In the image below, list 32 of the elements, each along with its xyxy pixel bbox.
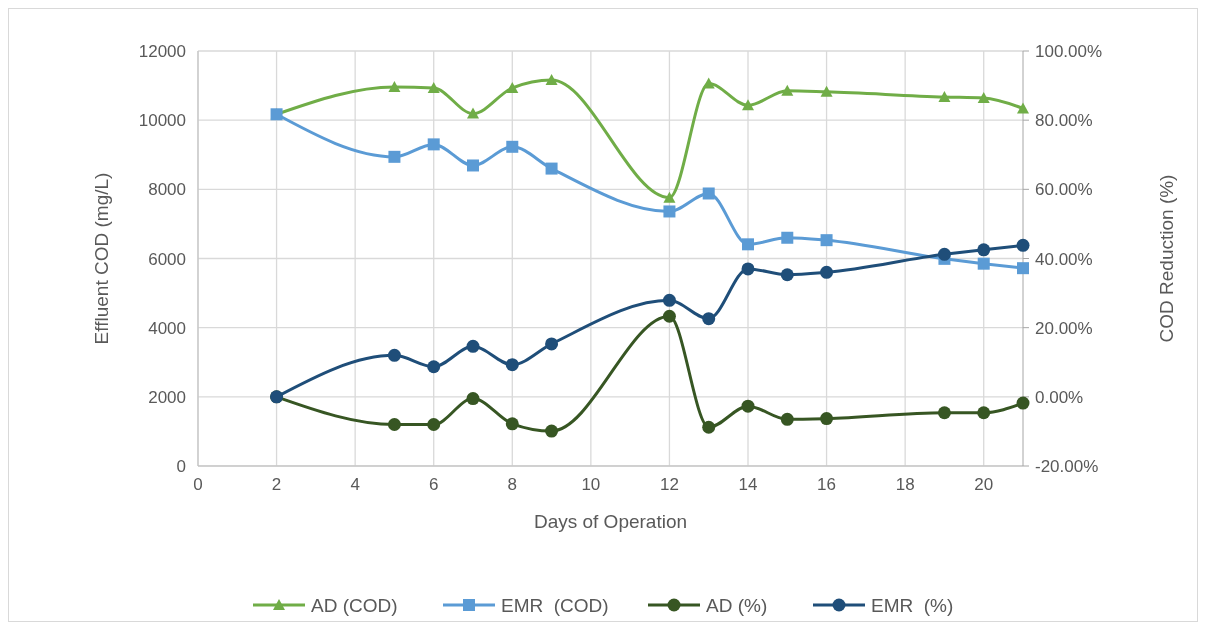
y-tick-label: 0	[176, 457, 186, 476]
x-tick-label: 8	[507, 475, 518, 494]
y2-tick-label: 20.00%	[1035, 318, 1093, 338]
y-tick-label: 2000	[148, 387, 186, 407]
y-tick-label: 4000	[148, 318, 186, 338]
y2-tick-label: 40.00%	[1035, 249, 1093, 269]
y2-tick-label: 100.00%	[1035, 42, 1103, 61]
x-tick-label: 2	[271, 475, 282, 494]
y-tick-label: 10000	[138, 111, 186, 131]
x-tick-label: 12	[659, 475, 679, 494]
x-tick-label: 14	[738, 475, 758, 494]
x-tick-label: 16	[817, 475, 837, 494]
y-tick-label: 12000	[138, 42, 186, 61]
y2-tick-label: 80.00%	[1035, 111, 1093, 131]
y2-tick-label: 60.00%	[1035, 180, 1093, 200]
y-tick-label: 6000	[148, 249, 186, 269]
y2-axis-title: COD Reduction (%)	[1156, 174, 1177, 343]
legend-label: EMR (COD)	[501, 595, 609, 616]
x-tick-label: 20	[974, 475, 994, 494]
legend-label: AD (COD)	[311, 595, 398, 616]
legend-label: AD (%)	[706, 595, 768, 616]
x-tick-label: 10	[581, 475, 601, 494]
y-axis-title: Effluent COD (mg/L)	[91, 172, 112, 345]
x-axis-title: Days of Operation	[533, 511, 688, 532]
x-tick-label: 6	[428, 475, 439, 494]
y2-tick-label: 0.00%	[1035, 387, 1084, 407]
x-tick-label: 18	[895, 475, 915, 494]
legend-label: EMR (%)	[871, 595, 954, 616]
y-tick-label: 8000	[148, 180, 186, 200]
x-tick-label: 4	[350, 475, 360, 494]
x-tick-label: 0	[193, 475, 203, 494]
y2-tick-label: -20.00%	[1035, 457, 1099, 476]
